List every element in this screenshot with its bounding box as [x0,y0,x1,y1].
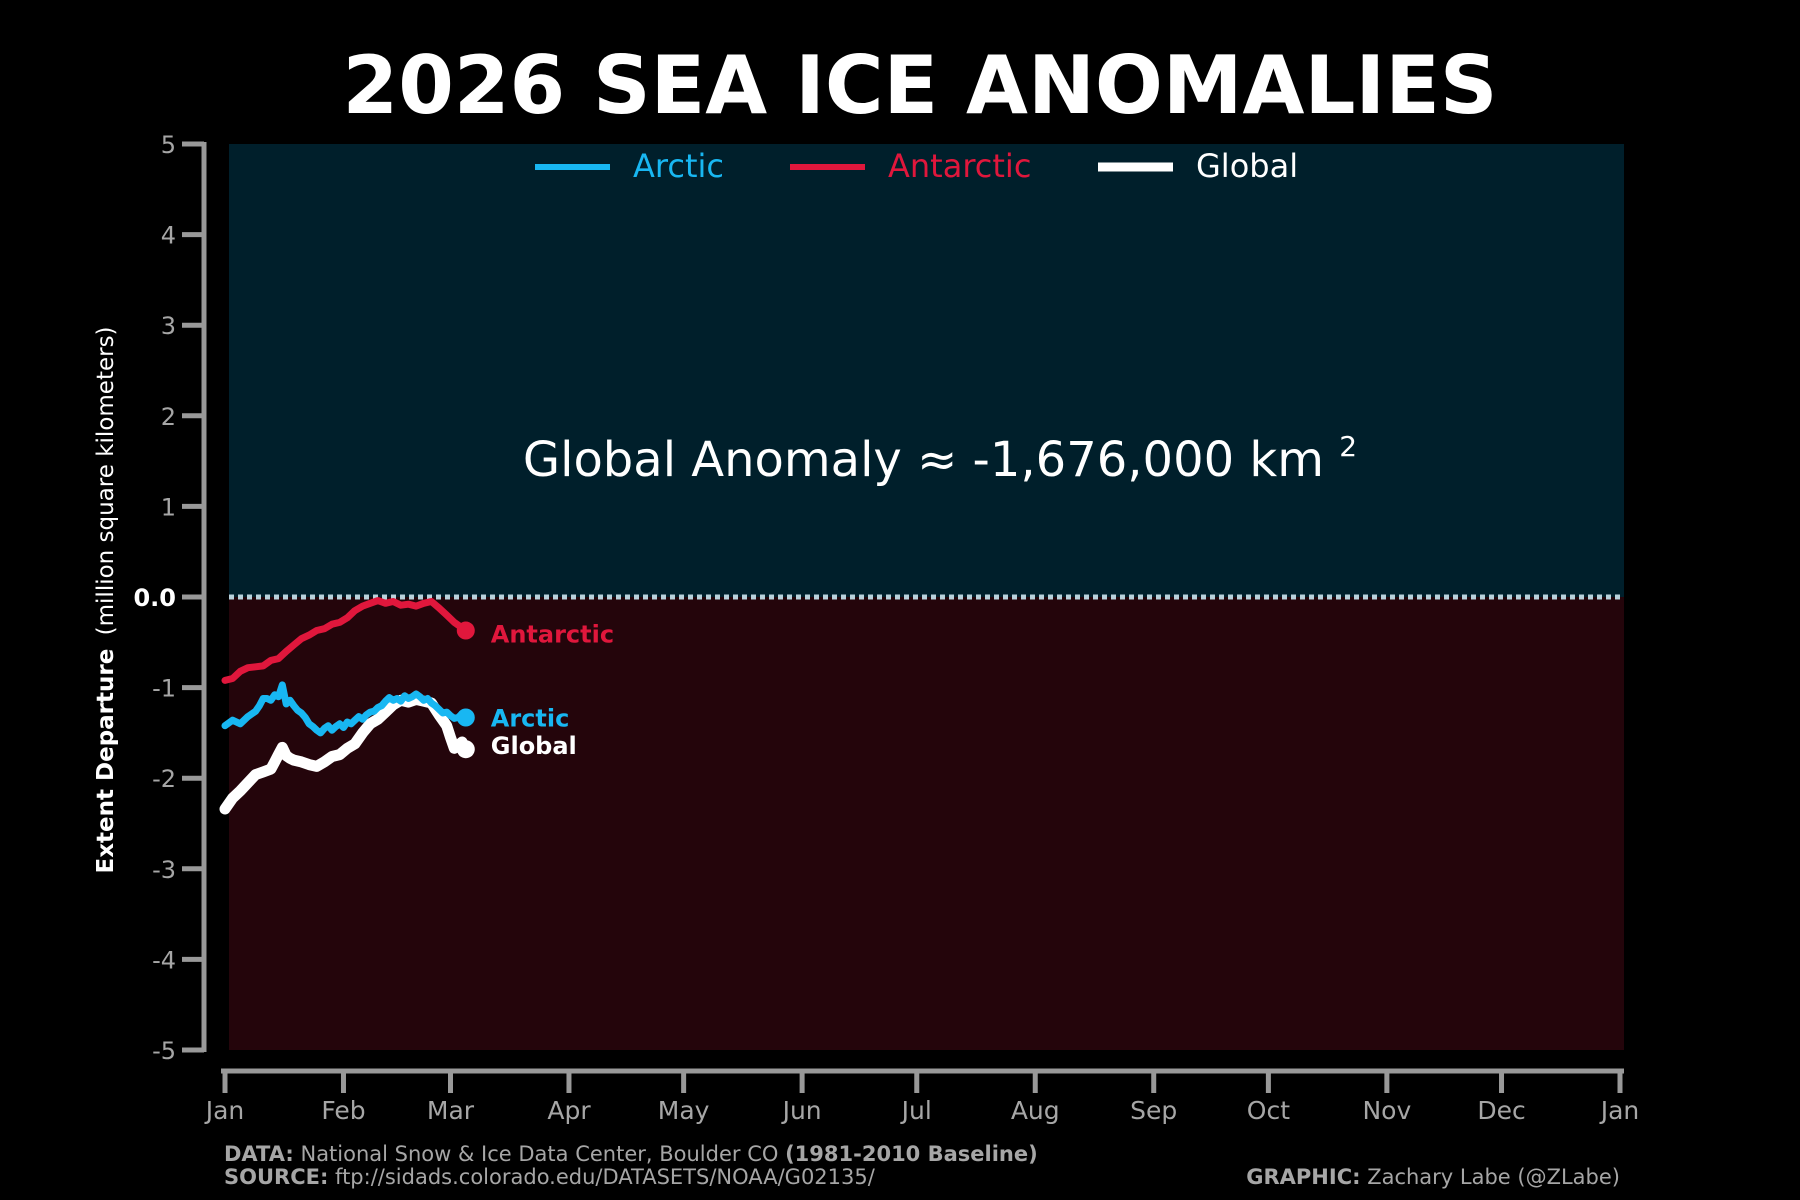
series-lines [219,597,475,815]
footer-data-label: DATA: [224,1142,294,1166]
x-tick-label: Aug [1011,1096,1060,1125]
x-tick-label: Feb [321,1096,365,1125]
x-tick-label: Apr [547,1096,591,1125]
legend-label-arctic: Arctic [633,147,724,185]
legend: Arctic Antarctic Global [535,147,1298,185]
x-tick-label: Jan [204,1096,245,1125]
x-tick-label: Jan [1599,1096,1640,1125]
legend-label-antarctic: Antarctic [888,147,1031,185]
y-tick-label: -2 [152,765,176,793]
series-end-label-arctic: Arctic [491,704,570,732]
series-end-marker-arctic [456,708,475,727]
global-anomaly-superscript: 2 [1339,430,1357,463]
y-tick-label: -4 [152,946,176,974]
footer-source-line: SOURCE: ftp://sidads.colorado.edu/DATASE… [224,1166,875,1188]
y-axis-label-bold: Extent Departure [93,649,119,874]
y-axis-label: Extent Departure (million square kilomet… [93,326,119,873]
series-line-arctic [221,681,470,737]
global-anomaly-text: Global Anomaly ≈ -1,676,000 km [523,432,1324,488]
x-axis: Jan Feb Mar Apr May Jun Jul Aug Sep Oct Nov Dec Jan [204,1068,1640,1125]
series-end-marker-global [456,740,475,759]
y-tick-label: 2 [161,403,176,431]
x-tick-label: Mar [427,1096,475,1125]
y-tick-label: 0.0 [133,584,176,612]
x-tick-label: May [658,1096,710,1125]
footer-data-line: DATA: National Snow & Ice Data Center, B… [224,1143,1038,1165]
y-tick-label: -1 [152,675,176,703]
x-tick-label: Jun [781,1096,822,1125]
footer-data-baseline: (1981-2010 Baseline) [785,1142,1038,1166]
series-end-label-antarctic: Antarctic [491,621,614,649]
y-tick-label: 4 [161,222,176,250]
upper-panel [229,144,1624,597]
legend-label-global: Global [1196,147,1298,185]
footer-graphic-line: GRAPHIC: Zachary Labe (@ZLabe) [1246,1166,1620,1188]
x-tick-label: Oct [1247,1096,1290,1125]
y-tick-label: 5 [161,131,176,159]
lower-panel [229,597,1624,1050]
footer-source-label: SOURCE: [224,1165,329,1189]
y-axis-label-units: (million square kilometers) [93,326,119,635]
x-tick-label: Dec [1477,1096,1525,1125]
x-tick-label: Sep [1130,1096,1177,1125]
x-tick-label: Jul [900,1096,932,1125]
chart-title: 2026 SEA ICE ANOMALIES [343,39,1498,132]
global-anomaly-annotation: Global Anomaly ≈ -1,676,000 km 2 [523,430,1357,488]
footer-data-text: National Snow & Ice Data Center, Boulder… [300,1142,779,1166]
footer-source-text: ftp://sidads.colorado.edu/DATASETS/NOAA/… [335,1165,875,1189]
footer-graphic-text: Zachary Labe (@ZLabe) [1367,1165,1620,1189]
y-tick-label: 3 [161,312,176,340]
series-end-marker-antarctic [456,621,475,640]
y-axis: 5 4 3 2 1 0.0 -1 -2 -3 -4 -5 [133,131,207,1065]
series-end-label-global: Global [491,732,577,760]
y-tick-label: 1 [161,493,176,521]
series-line-antarctic [221,597,470,684]
plot-panels [229,144,1624,1050]
x-tick-label: Nov [1362,1096,1411,1125]
footer-graphic-label: GRAPHIC: [1246,1165,1361,1189]
y-tick-label: -3 [152,856,176,884]
y-tick-label: -5 [152,1037,176,1065]
